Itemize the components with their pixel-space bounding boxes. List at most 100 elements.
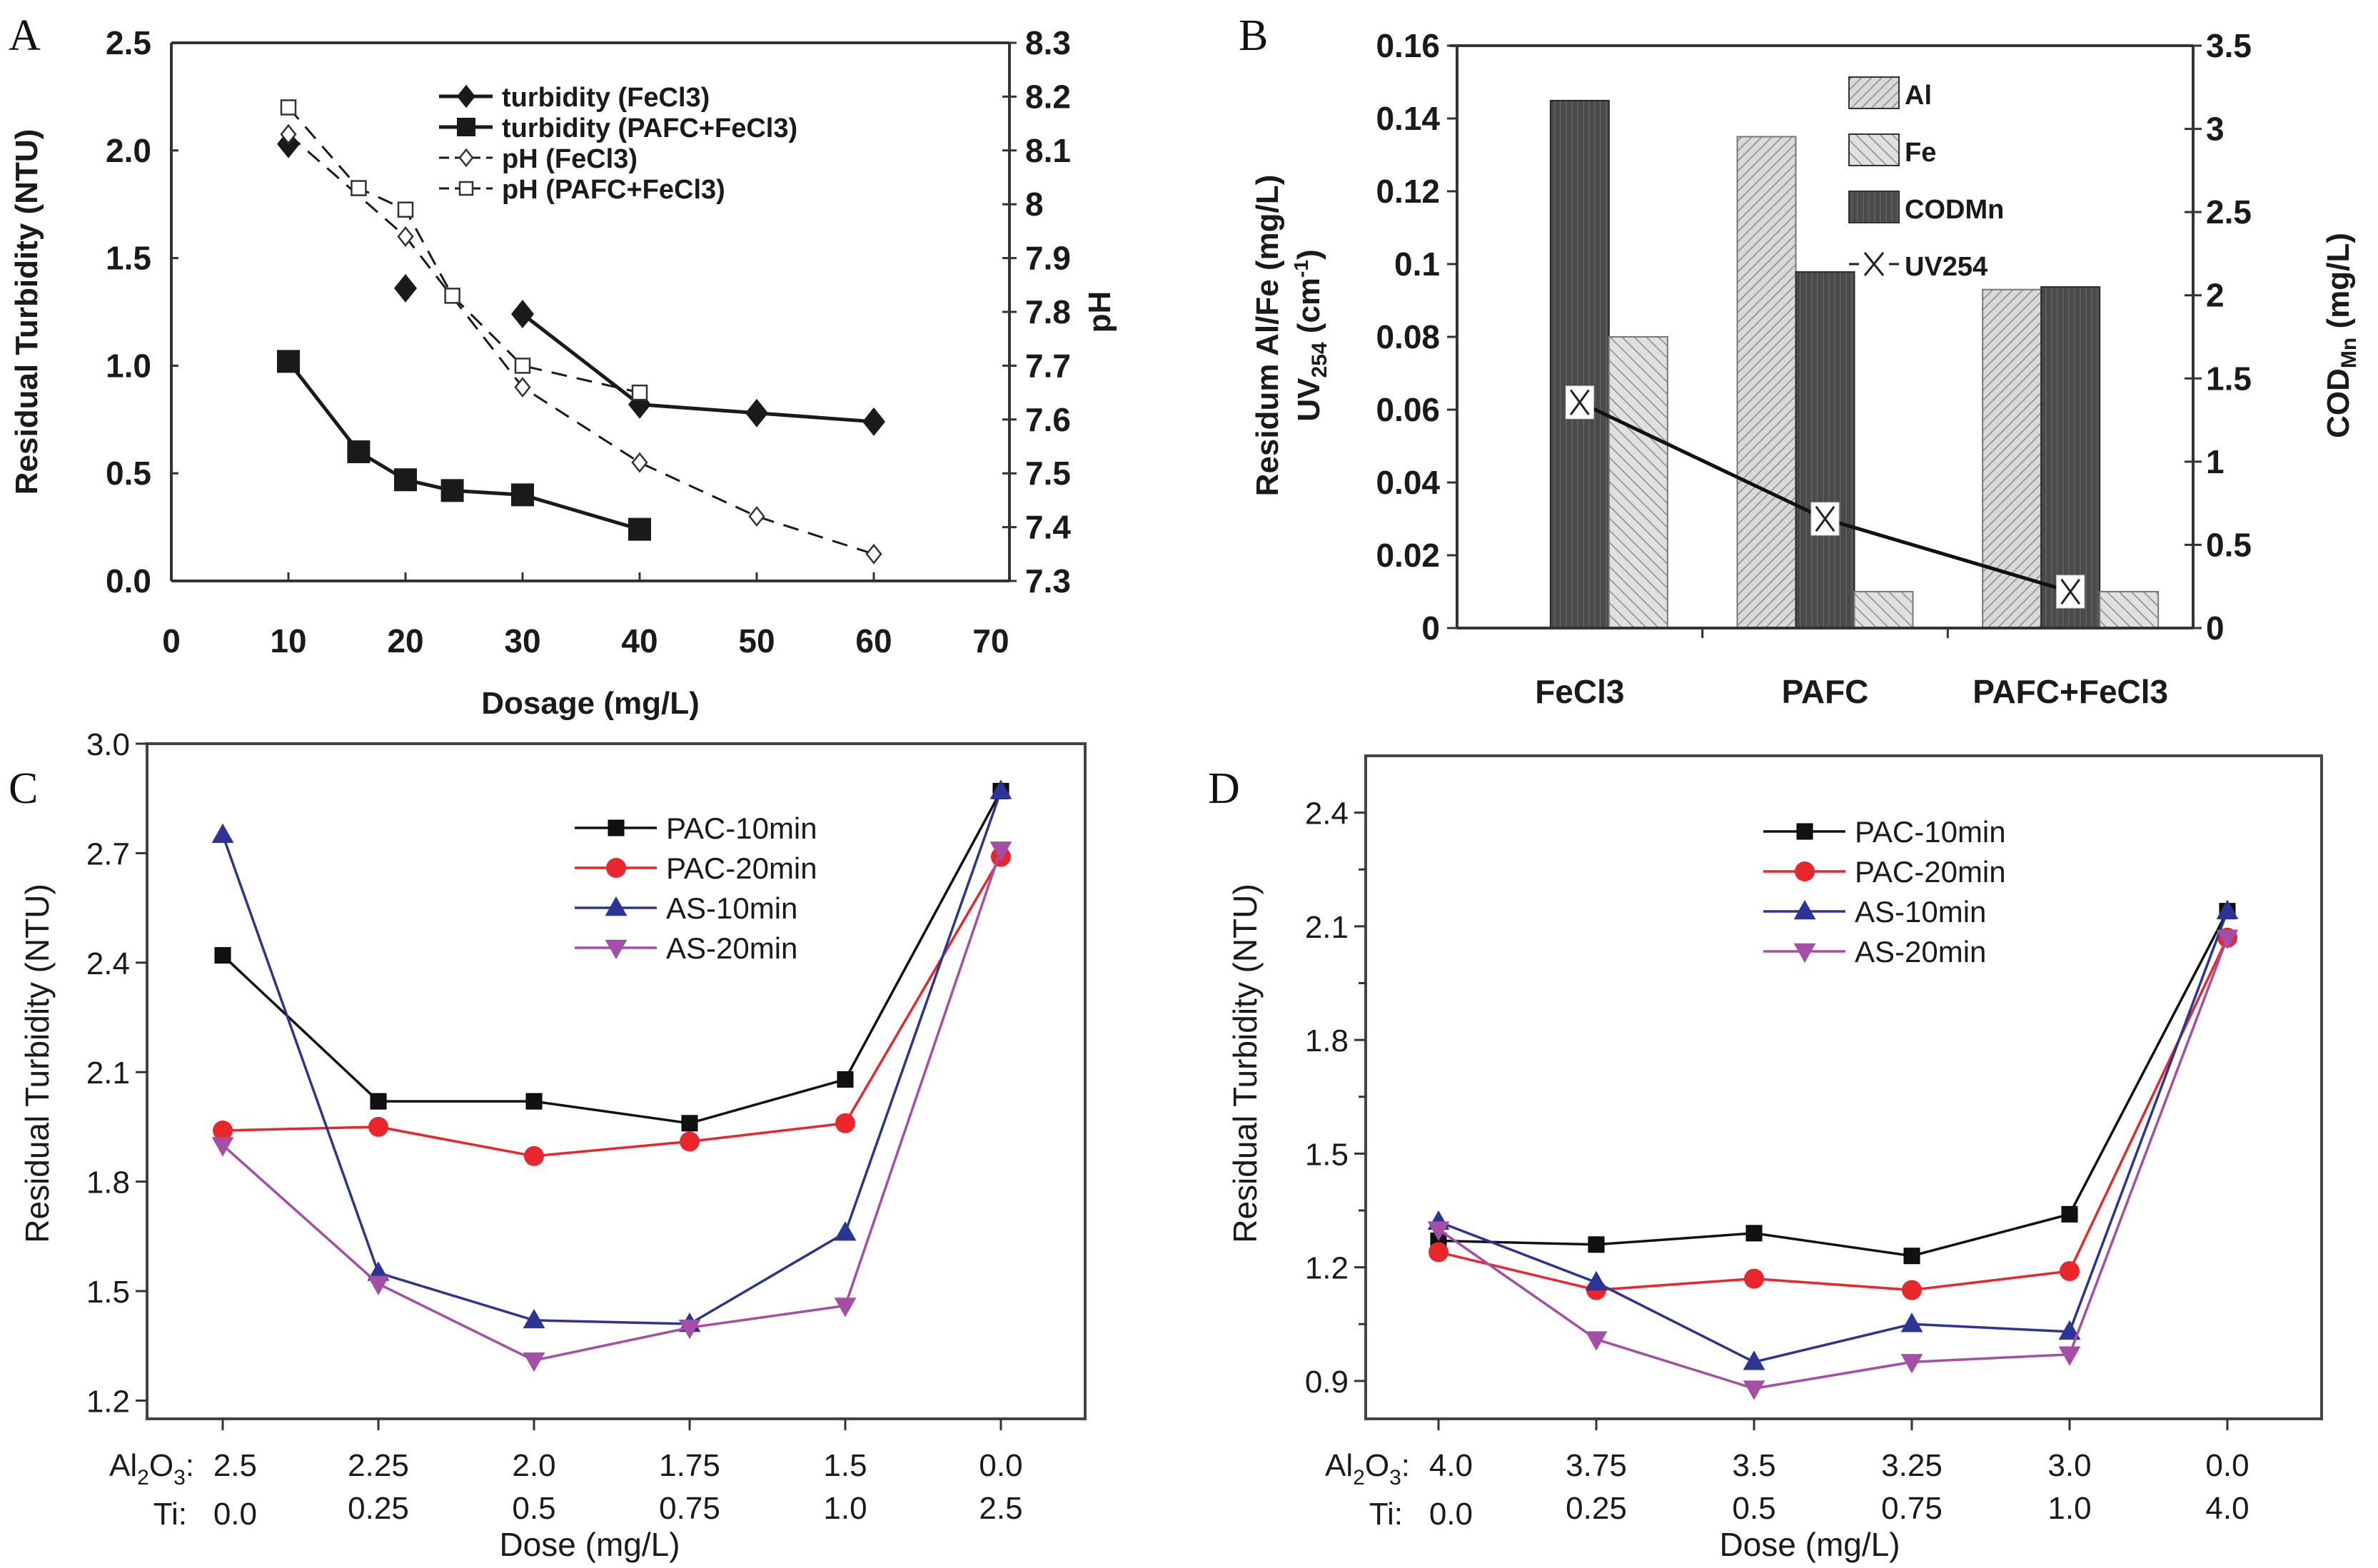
panel-c-ytick-label: 2.7 bbox=[86, 836, 130, 871]
panel-a-y2tick-label: 7.3 bbox=[1025, 562, 1071, 600]
panel-a-data-point bbox=[397, 201, 414, 218]
panel-c-xlabel-al2o3: 2.0 bbox=[512, 1448, 555, 1483]
panel-d-point-as-20min bbox=[2058, 1346, 2081, 1366]
panel-b-legend-swatch-fe bbox=[1848, 133, 1900, 166]
panel-b-axes bbox=[1450, 44, 2195, 629]
panel-c-point-as-10min bbox=[211, 823, 234, 844]
panel-a-data-point bbox=[347, 440, 371, 464]
panel-b-category-label: PAFC+FeCl3 bbox=[1973, 673, 2168, 710]
panel-a-ylabel: Residual Turbidity (NTU) bbox=[9, 129, 44, 495]
panel-b-legend-label: Fe bbox=[1905, 138, 1936, 168]
panel-a-y2tick-label: 8 bbox=[1025, 186, 1044, 223]
panel-a-y2tick-label: 7.8 bbox=[1025, 293, 1071, 330]
panel-a-y2tick-label: 7.4 bbox=[1025, 509, 1071, 546]
panel-b-bar-fe bbox=[1608, 336, 1668, 629]
panel-c-xlabel-al2o3: 2.25 bbox=[348, 1448, 409, 1483]
panel-label-b: B bbox=[1239, 11, 1268, 60]
xrow-prefix-part: 3 bbox=[1389, 1466, 1401, 1489]
panel-d-xlabel-ti: 4.0 bbox=[2205, 1491, 2249, 1526]
panel-a-legend-label: turbidity (FeCl3) bbox=[502, 83, 710, 113]
panel-d-xrow-prefix-al2o3: Al2O3: bbox=[1325, 1448, 1410, 1489]
panel-b-ylabel: Residum Al/Fe (mg/L) bbox=[1250, 175, 1285, 497]
panel-c-axes bbox=[146, 742, 1087, 1420]
panel-c-xlabel-al2o3: 1.5 bbox=[823, 1448, 867, 1483]
panel-a-data-point bbox=[514, 358, 531, 374]
panel-a-xtick-label: 20 bbox=[387, 622, 423, 659]
panel-d-legend-marker bbox=[1793, 899, 1816, 920]
panel-b-legend-label: CODMn bbox=[1905, 195, 2004, 225]
panel-d-point-pac-20min bbox=[1902, 1280, 1922, 1300]
panel-a-xtick-label: 60 bbox=[855, 622, 892, 659]
panel-b-uv254-point bbox=[1810, 502, 1840, 536]
panel-d-legend-label: AS-20min bbox=[1855, 935, 1986, 968]
panel-b-uv254-point-stroke2 bbox=[1569, 389, 1590, 415]
panel-d-point-as-20min bbox=[1585, 1331, 1608, 1351]
panel-a-series-line bbox=[521, 313, 875, 424]
panel-a-left-ticks: 0.0 0.5 1.0 1.5 2.0 2.5 bbox=[106, 24, 178, 600]
panel-d-legend-label: PAC-20min bbox=[1855, 855, 2006, 889]
panel-a-data-point bbox=[397, 226, 414, 247]
panel-d-xlabel-ti: 1.0 bbox=[2047, 1491, 2091, 1526]
panel-b-ytick-label: 0.16 bbox=[1376, 27, 1440, 64]
panel-c-legend-label: AS-20min bbox=[666, 931, 797, 965]
panel-b-bar-codmn bbox=[1549, 99, 1610, 629]
panel-a-legend-marker bbox=[458, 148, 474, 168]
panel-a-data-point bbox=[748, 506, 765, 527]
panel-c: C 1.21.51.82.12.42.73.0 2.50.02.250.252.… bbox=[9, 727, 1087, 1563]
panel-c-ytick-label: 1.8 bbox=[86, 1165, 130, 1200]
panel-d-legend-label: PAC-10min bbox=[1855, 815, 2006, 849]
panel-a-xtick-label: 50 bbox=[738, 622, 775, 659]
panel-d-y-ticks: 0.9 1.2 1.5 1.8 2.1 2.4 bbox=[1305, 796, 1366, 1400]
panel-d-point-pac-10min bbox=[1903, 1248, 1920, 1265]
panel-a-legend-marker bbox=[457, 118, 475, 136]
panel-a-y2tick-label: 7.7 bbox=[1025, 347, 1071, 384]
panel-b-uv254-point-stroke2 bbox=[2060, 578, 2081, 605]
panel-b-legend-label: UV254 bbox=[1905, 252, 1987, 282]
panel-b-bar-al bbox=[1982, 288, 2042, 629]
panel-d-point-as-10min bbox=[2058, 1320, 2081, 1340]
panel-a-legend-label: pH (PAFC+FeCl3) bbox=[502, 175, 725, 205]
panel-d-xlabel: Dose (mg/L) bbox=[1719, 1526, 1900, 1563]
panel-c-point-pac-10min bbox=[370, 1093, 387, 1110]
panel-a-data-point bbox=[631, 452, 648, 473]
panel-d-point-pac-10min bbox=[1588, 1236, 1605, 1253]
panel-c-line-pac-20min bbox=[222, 856, 1002, 1158]
panel-a-axes bbox=[170, 41, 1011, 582]
panel-d-ytick-label: 1.8 bbox=[1305, 1023, 1349, 1058]
panel-b-y2tick-label: 0 bbox=[2206, 610, 2225, 647]
panel-d-line-pac-10min bbox=[1438, 910, 2229, 1258]
panel-c-legend-label: PAC-10min bbox=[666, 811, 817, 845]
panel-c-point-pac-10min bbox=[837, 1071, 854, 1088]
panel-c-point-as-20min bbox=[211, 1137, 234, 1157]
panel-b-y2tick-label: 3.5 bbox=[2206, 27, 2252, 64]
panel-label-d: D bbox=[1208, 764, 1240, 813]
panel-c-legend-marker bbox=[606, 858, 626, 878]
panel-a-xtick-label: 70 bbox=[972, 622, 1009, 659]
panel-a-legend-label: pH (FeCl3) bbox=[502, 144, 638, 174]
panel-d-xlabel-al2o3: 4.0 bbox=[1429, 1448, 1473, 1483]
panel-d-point-as-10min bbox=[1900, 1312, 1923, 1332]
panel-c-xlabel-ti: 1.0 bbox=[823, 1491, 867, 1526]
panel-a-x-ticks: 0 10 20 30 40 50 60 70 bbox=[162, 572, 1009, 659]
panel-b-ytick-label: 0.06 bbox=[1376, 391, 1440, 428]
panel-c-xlabel-ti: 0.0 bbox=[213, 1497, 257, 1532]
panel-a-series-line bbox=[287, 360, 640, 532]
panel-b-legend-label: Al bbox=[1905, 81, 1932, 111]
panel-c-legend-label: AS-10min bbox=[666, 891, 797, 925]
panel-b-ytick-label: 0.04 bbox=[1376, 464, 1440, 501]
panel-b-bar-al bbox=[1736, 136, 1797, 629]
panel-b-legend: Al Fe CODMn UV254 bbox=[1848, 76, 2004, 282]
panel-d-xrow-prefix-ti: Ti: bbox=[1369, 1497, 1403, 1532]
panel-d-xlabel-al2o3: 3.5 bbox=[1732, 1448, 1775, 1483]
panel-d-xlabel-ti: 0.25 bbox=[1566, 1491, 1627, 1526]
panel-b-ytick-label: 0.12 bbox=[1376, 173, 1440, 210]
xrow-prefix-part: O bbox=[149, 1448, 173, 1483]
panel-b-category-label: FeCl3 bbox=[1535, 673, 1624, 710]
panel-b-left-ticks: 0 0.02 0.04 0.06 0.08 0.1 0.12 0.14 0.16 bbox=[1376, 27, 1457, 647]
panel-a-data-point bbox=[511, 483, 534, 507]
panel-d-xlabel-ti: 0.5 bbox=[1732, 1491, 1775, 1526]
panel-c-point-pac-10min bbox=[214, 947, 231, 964]
panel-d-ytick-label: 1.2 bbox=[1305, 1251, 1349, 1286]
panel-c-xlabel-ti: 0.75 bbox=[659, 1491, 720, 1526]
